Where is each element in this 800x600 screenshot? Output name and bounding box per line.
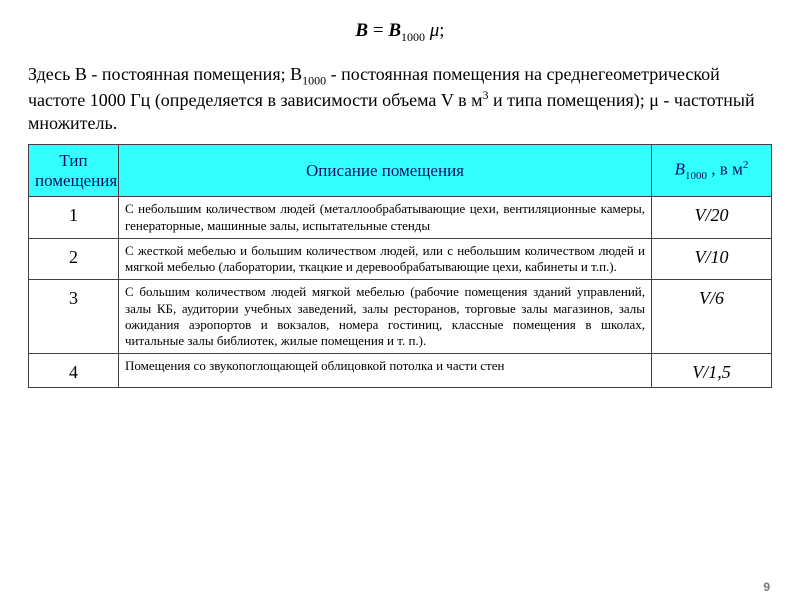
table-header-row: Типпомещения Описание помещения B1000 , … (29, 145, 772, 197)
header-type: Типпомещения (29, 145, 119, 197)
description-paragraph: Здесь В - постоянная помещения; В1000 - … (28, 63, 772, 135)
header-desc: Описание помещения (119, 145, 652, 197)
table-row: 4Помещения со звукопоглощающей облицовко… (29, 354, 772, 388)
cell-type-number: 2 (29, 238, 119, 280)
cell-description: Помещения со звукопоглощающей облицовкой… (119, 354, 652, 388)
cell-description: С жесткой мебелью и большим количеством … (119, 238, 652, 280)
table-row: 2С жесткой мебелью и большим количеством… (29, 238, 772, 280)
cell-b1000-value: V/6 (652, 280, 772, 354)
cell-description: С небольшим количеством людей (металлооб… (119, 197, 652, 239)
cell-b1000-value: V/1,5 (652, 354, 772, 388)
page-number: 9 (763, 580, 770, 594)
table-row: 3С большим количеством людей мягкой мебе… (29, 280, 772, 354)
table-row: 1С небольшим количеством людей (металлоо… (29, 197, 772, 239)
header-b1000: B1000 , в м2 (652, 145, 772, 197)
cell-type-number: 1 (29, 197, 119, 239)
cell-type-number: 3 (29, 280, 119, 354)
cell-b1000-value: V/10 (652, 238, 772, 280)
cell-type-number: 4 (29, 354, 119, 388)
table-body: 1С небольшим количеством людей (металлоо… (29, 197, 772, 388)
room-types-table: Типпомещения Описание помещения B1000 , … (28, 144, 772, 388)
cell-b1000-value: V/20 (652, 197, 772, 239)
formula: B = B1000 μ; (28, 20, 772, 45)
cell-description: С большим количеством людей мягкой мебел… (119, 280, 652, 354)
